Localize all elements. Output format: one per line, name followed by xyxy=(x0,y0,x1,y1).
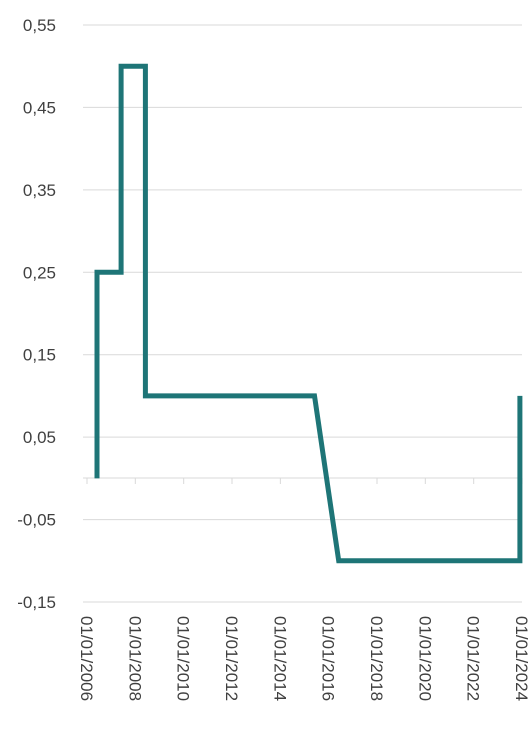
x-tick-label: 01/01/2008 xyxy=(125,616,144,701)
series-line xyxy=(94,63,523,564)
x-tick-label: 01/01/2020 xyxy=(415,616,434,701)
y-tick-label: 0,55 xyxy=(23,16,56,35)
series-layer xyxy=(94,63,523,564)
x-tick-label: 01/01/2014 xyxy=(270,616,289,701)
x-tick-label: 01/01/2012 xyxy=(222,616,241,701)
x-tick-label: 01/01/2016 xyxy=(319,616,338,701)
y-tick-label: 0,15 xyxy=(23,346,56,365)
y-tick-label: -0,15 xyxy=(17,593,56,612)
y-tick-label: -0,05 xyxy=(17,511,56,530)
y-tick-label: 0,35 xyxy=(23,181,56,200)
y-tick-label: 0,05 xyxy=(23,428,56,447)
x-tick-label: 01/01/2024 xyxy=(512,616,529,701)
y-tick-label: 0,25 xyxy=(23,263,56,282)
gridlines xyxy=(83,24,522,603)
y-tick-label: 0,45 xyxy=(23,98,56,117)
x-tick-label: 01/01/2006 xyxy=(77,616,96,701)
x-axis: 01/01/2006 01/01/2008 01/01/2010 01/01/2012… xyxy=(77,477,529,701)
x-tick-label: 01/01/2022 xyxy=(464,616,483,701)
y-axis: 0,55 0,45 0,35 0,25 0,15 0,05 -0,05 -0,15 xyxy=(17,16,56,612)
x-tick-label: 01/01/2010 xyxy=(174,616,193,701)
x-tick-label: 01/01/2018 xyxy=(367,616,386,701)
